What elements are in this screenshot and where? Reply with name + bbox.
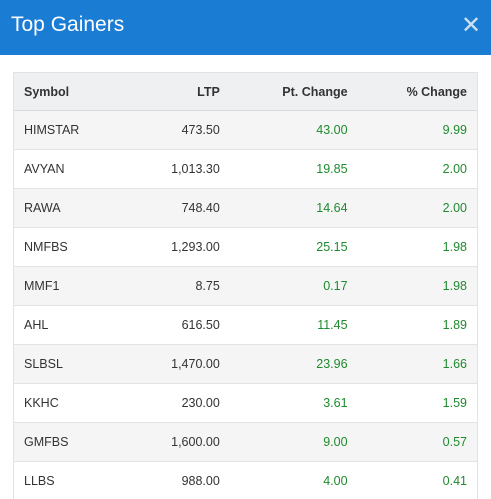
cell-symbol: AVYAN — [14, 149, 127, 189]
cell-pct-change: 1.89 — [357, 305, 477, 345]
cell-symbol: MMF1 — [14, 266, 127, 306]
table-row[interactable]: RAWA 748.40 14.64 2.00 — [14, 188, 477, 228]
cell-ltp: 748.40 — [126, 188, 230, 228]
cell-symbol: HIMSTAR — [14, 110, 127, 150]
cell-pt-change: 3.61 — [229, 383, 358, 423]
table-row[interactable]: SLBSL 1,470.00 23.96 1.66 — [14, 344, 477, 384]
cell-pt-change: 19.85 — [229, 149, 358, 189]
table-body: HIMSTAR 473.50 43.00 9.99 AVYAN 1,013.30 19.85… — [14, 110, 477, 499]
cell-ltp: 8.75 — [126, 266, 230, 306]
cell-symbol: SLBSL — [14, 344, 127, 384]
cell-pct-change: 2.00 — [357, 188, 477, 228]
cell-pt-change: 0.17 — [229, 266, 358, 306]
cell-ltp: 616.50 — [126, 305, 230, 345]
cell-ltp: 988.00 — [126, 461, 230, 499]
close-icon[interactable]: ✕ — [460, 12, 482, 39]
cell-pct-change: 0.41 — [357, 461, 477, 499]
cell-symbol: KKHC — [14, 383, 127, 423]
cell-symbol: LLBS — [14, 461, 127, 499]
cell-pct-change: 9.99 — [357, 110, 477, 150]
cell-ltp: 1,470.00 — [126, 344, 230, 384]
table-row[interactable]: LLBS 988.00 4.00 0.41 — [14, 461, 477, 499]
cell-pct-change: 1.66 — [357, 344, 477, 384]
column-header-ltp[interactable]: LTP — [126, 72, 230, 111]
cell-pct-change: 0.57 — [357, 422, 477, 462]
gainers-table-container: Symbol LTP Pt. Change % Change HIMSTAR 47… — [13, 72, 478, 499]
cell-pt-change: 4.00 — [229, 461, 358, 499]
column-header-pct-change[interactable]: % Change — [357, 72, 477, 111]
cell-ltp: 230.00 — [126, 383, 230, 423]
cell-symbol: AHL — [14, 305, 127, 345]
cell-ltp: 1,013.30 — [126, 149, 230, 189]
cell-pt-change: 43.00 — [229, 110, 358, 150]
table-header-row: Symbol LTP Pt. Change % Change — [14, 72, 477, 111]
table-row[interactable]: AHL 616.50 11.45 1.89 — [14, 305, 477, 345]
cell-symbol: NMFBS — [14, 227, 127, 267]
table-row[interactable]: MMF1 8.75 0.17 1.98 — [14, 266, 477, 306]
cell-pt-change: 9.00 — [229, 422, 358, 462]
modal-header: Top Gainers ✕ — [0, 0, 491, 55]
cell-pt-change: 11.45 — [229, 305, 358, 345]
cell-pct-change: 1.98 — [357, 227, 477, 267]
cell-ltp: 473.50 — [126, 110, 230, 150]
table-row[interactable]: HIMSTAR 473.50 43.00 9.99 — [14, 110, 477, 150]
cell-pct-change: 1.98 — [357, 266, 477, 306]
table-row[interactable]: NMFBS 1,293.00 25.15 1.98 — [14, 227, 477, 267]
cell-symbol: RAWA — [14, 188, 127, 228]
cell-pct-change: 2.00 — [357, 149, 477, 189]
cell-pt-change: 14.64 — [229, 188, 358, 228]
cell-pt-change: 23.96 — [229, 344, 358, 384]
column-header-pt-change[interactable]: Pt. Change — [229, 72, 358, 111]
cell-pt-change: 25.15 — [229, 227, 358, 267]
column-header-symbol[interactable]: Symbol — [14, 72, 127, 111]
modal-title: Top Gainers — [11, 13, 125, 36]
table-row[interactable]: GMFBS 1,600.00 9.00 0.57 — [14, 422, 477, 462]
table-row[interactable]: AVYAN 1,013.30 19.85 2.00 — [14, 149, 477, 189]
gainers-table: Symbol LTP Pt. Change % Change HIMSTAR 47… — [14, 72, 477, 499]
cell-ltp: 1,600.00 — [126, 422, 230, 462]
table-row[interactable]: KKHC 230.00 3.61 1.59 — [14, 383, 477, 423]
table-header: Symbol LTP Pt. Change % Change — [14, 72, 477, 111]
cell-pct-change: 1.59 — [357, 383, 477, 423]
cell-symbol: GMFBS — [14, 422, 127, 462]
cell-ltp: 1,293.00 — [126, 227, 230, 267]
